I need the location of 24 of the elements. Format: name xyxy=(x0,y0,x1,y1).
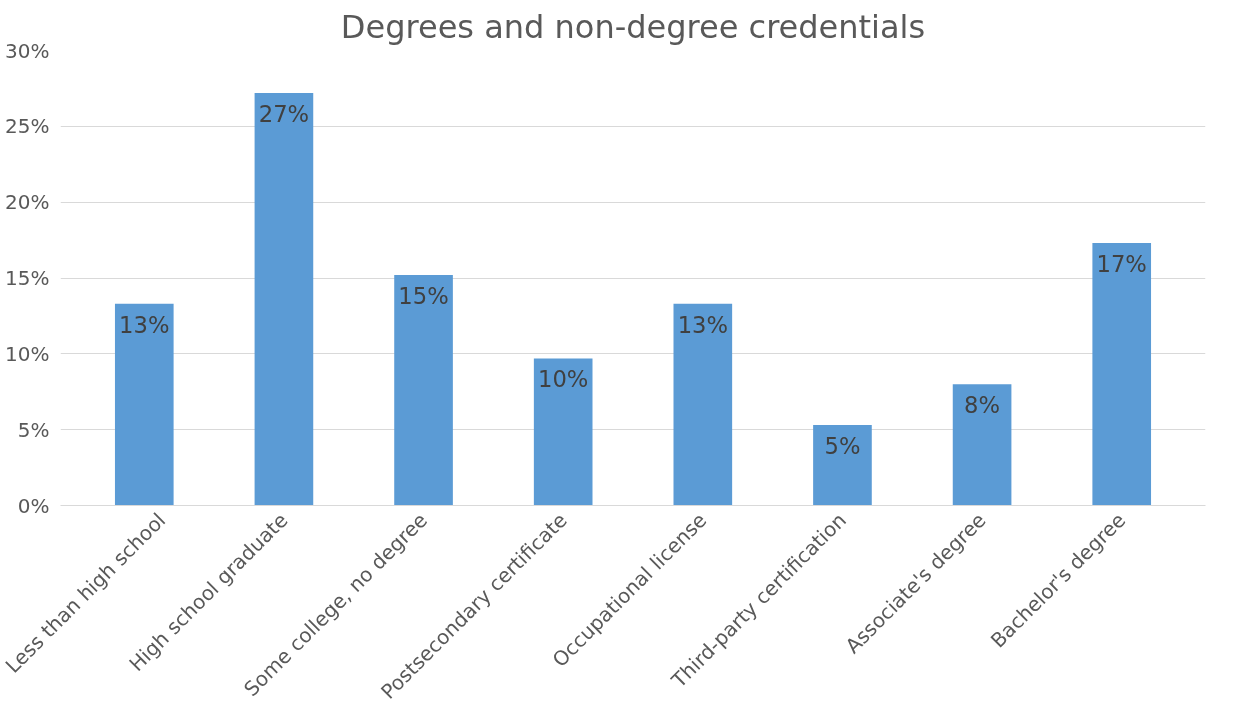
chart-title: Degrees and non-degree credentials xyxy=(340,7,926,46)
bar xyxy=(673,303,733,506)
y-tick-label: 15% xyxy=(5,266,50,290)
data-label: 8% xyxy=(964,392,1001,419)
bar xyxy=(394,274,453,506)
y-tick-label: 5% xyxy=(17,417,50,442)
data-label: 5% xyxy=(824,433,861,460)
y-tick-label: 25% xyxy=(5,114,50,139)
data-label: 17% xyxy=(1096,251,1147,278)
bar xyxy=(952,384,1012,506)
y-tick-label: 0% xyxy=(17,493,50,518)
bar xyxy=(114,303,174,506)
bar xyxy=(533,358,593,506)
data-label: 10% xyxy=(538,366,589,393)
bar xyxy=(254,92,314,506)
y-tick-label: 20% xyxy=(5,190,50,215)
data-label: 15% xyxy=(398,282,449,309)
bar xyxy=(1092,243,1152,506)
data-label: 27% xyxy=(258,100,310,127)
data-label: 13% xyxy=(677,311,728,338)
bar xyxy=(813,425,872,506)
data-label: 13% xyxy=(119,311,170,338)
y-tick-label: 30% xyxy=(5,38,50,63)
y-tick-label: 10% xyxy=(5,341,50,366)
